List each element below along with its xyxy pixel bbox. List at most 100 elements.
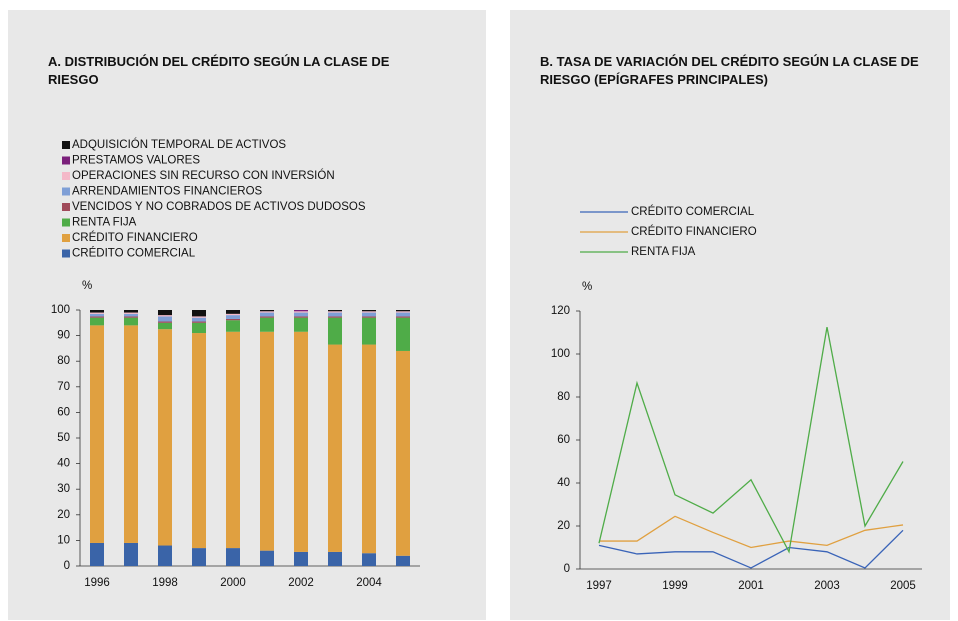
- y-tick-label: 80: [57, 355, 70, 367]
- y-tick-label: 0: [564, 563, 570, 575]
- bar-segment: [294, 311, 308, 313]
- bar-segment: [362, 553, 376, 566]
- bar-segment: [328, 317, 342, 345]
- x-tick-label: 2004: [356, 577, 382, 589]
- bar-segment: [90, 313, 104, 317]
- bar-segment: [124, 325, 138, 543]
- x-tick-label: 2005: [890, 580, 916, 592]
- bar-segment: [328, 316, 342, 318]
- y-tick-label: 40: [557, 477, 570, 489]
- bar-segment: [124, 312, 138, 314]
- bar-segment: [158, 545, 172, 566]
- bar-segment: [192, 317, 206, 322]
- bar-segment: [90, 312, 104, 314]
- bar-segment: [328, 310, 342, 312]
- x-tick-label: 1997: [586, 580, 612, 592]
- y-axis-label: %: [82, 280, 92, 292]
- bar-segment: [124, 310, 138, 313]
- bar-segment: [396, 310, 410, 312]
- bar-segment: [158, 316, 172, 322]
- chart-title: B. TASA DE VARIACIÓN DEL CRÉDITO SEGÚN L…: [540, 54, 919, 87]
- y-tick-label: 30: [57, 483, 70, 495]
- legend-swatch: [62, 218, 70, 227]
- legend-swatch: [62, 141, 70, 149]
- bar-segment: [362, 312, 376, 317]
- bar-segment: [124, 316, 138, 318]
- bar-segment: [192, 321, 206, 323]
- x-tick-label: 1996: [84, 577, 110, 589]
- bar-segment: [90, 325, 104, 543]
- bar-segment: [226, 310, 240, 314]
- legend-label: OPERACIONES SIN RECURSO CON INVERSIÓN: [72, 169, 335, 182]
- bar-segment: [260, 316, 274, 318]
- bar-segment: [260, 317, 274, 332]
- bar-segment: [396, 555, 410, 566]
- bar-segment: [226, 318, 240, 321]
- bar-segment: [294, 310, 308, 312]
- bar-segment: [158, 321, 172, 323]
- bar-segment: [226, 548, 240, 566]
- y-tick-label: 60: [57, 406, 70, 418]
- bar-segment: [396, 316, 410, 318]
- x-tick-label: 2000: [220, 577, 246, 589]
- x-tick-label: 1998: [152, 577, 178, 589]
- y-tick-label: 20: [557, 520, 570, 532]
- y-tick-label: 50: [57, 432, 70, 444]
- bar-segment: [362, 344, 376, 554]
- bar-segment: [294, 331, 308, 552]
- bar-segment: [226, 313, 240, 316]
- bar-segment: [226, 331, 240, 549]
- bar-segment: [396, 350, 410, 556]
- y-tick-label: 120: [551, 305, 570, 317]
- bar-segment: [294, 317, 308, 332]
- y-tick-label: 60: [557, 434, 570, 446]
- legend-label: CRÉDITO FINANCIERO: [631, 225, 757, 238]
- bar-segment: [192, 333, 206, 549]
- line: [598, 529, 904, 569]
- legend-label: CRÉDITO COMERCIAL: [72, 247, 196, 260]
- y-tick-label: 0: [64, 560, 70, 572]
- bar-segment: [226, 320, 240, 332]
- bar-segment: [260, 311, 274, 313]
- y-tick-label: 40: [57, 458, 70, 470]
- bar-segment: [158, 322, 172, 330]
- y-tick-label: 100: [51, 304, 70, 316]
- legend-swatch: [62, 234, 70, 242]
- bar-segment: [124, 542, 138, 566]
- y-axis-label: %: [582, 281, 592, 293]
- legend-label: ARRENDAMIENTOS FINANCIEROS: [72, 186, 263, 198]
- bar-segment: [192, 548, 206, 566]
- bar-segment: [260, 550, 274, 566]
- line: [598, 327, 904, 554]
- legend-label: RENTA FIJA: [72, 217, 137, 229]
- legend-swatch: [62, 203, 70, 211]
- bar-segment: [328, 312, 342, 317]
- legend-label: CRÉDITO COMERCIAL: [631, 205, 755, 218]
- legend-swatch: [62, 156, 70, 165]
- bar-segment: [294, 312, 308, 317]
- bar-segment: [396, 317, 410, 351]
- bar-segment: [396, 312, 410, 317]
- bar-segment: [294, 316, 308, 318]
- bar-segment: [260, 310, 274, 312]
- bar-segment: [396, 311, 410, 313]
- bar-segment: [260, 312, 274, 317]
- legend-label: RENTA FIJA: [631, 246, 696, 258]
- panel: [510, 10, 950, 620]
- bar-segment: [124, 317, 138, 326]
- bar-segment: [90, 317, 104, 326]
- bar-segment: [362, 316, 376, 318]
- bar-segment: [328, 311, 342, 313]
- legend-label: PRESTAMOS VALORES: [72, 155, 200, 167]
- legend-label: ADQUISICIÓN TEMPORAL DE ACTIVOS: [72, 138, 286, 151]
- y-tick-label: 90: [57, 330, 70, 342]
- x-tick-label: 2002: [288, 577, 314, 589]
- bar-segment: [192, 310, 206, 317]
- y-tick-label: 70: [57, 381, 70, 393]
- x-tick-label: 2001: [738, 580, 764, 592]
- bar-segment: [192, 322, 206, 334]
- y-tick-label: 100: [551, 348, 570, 360]
- bar-segment: [192, 316, 206, 318]
